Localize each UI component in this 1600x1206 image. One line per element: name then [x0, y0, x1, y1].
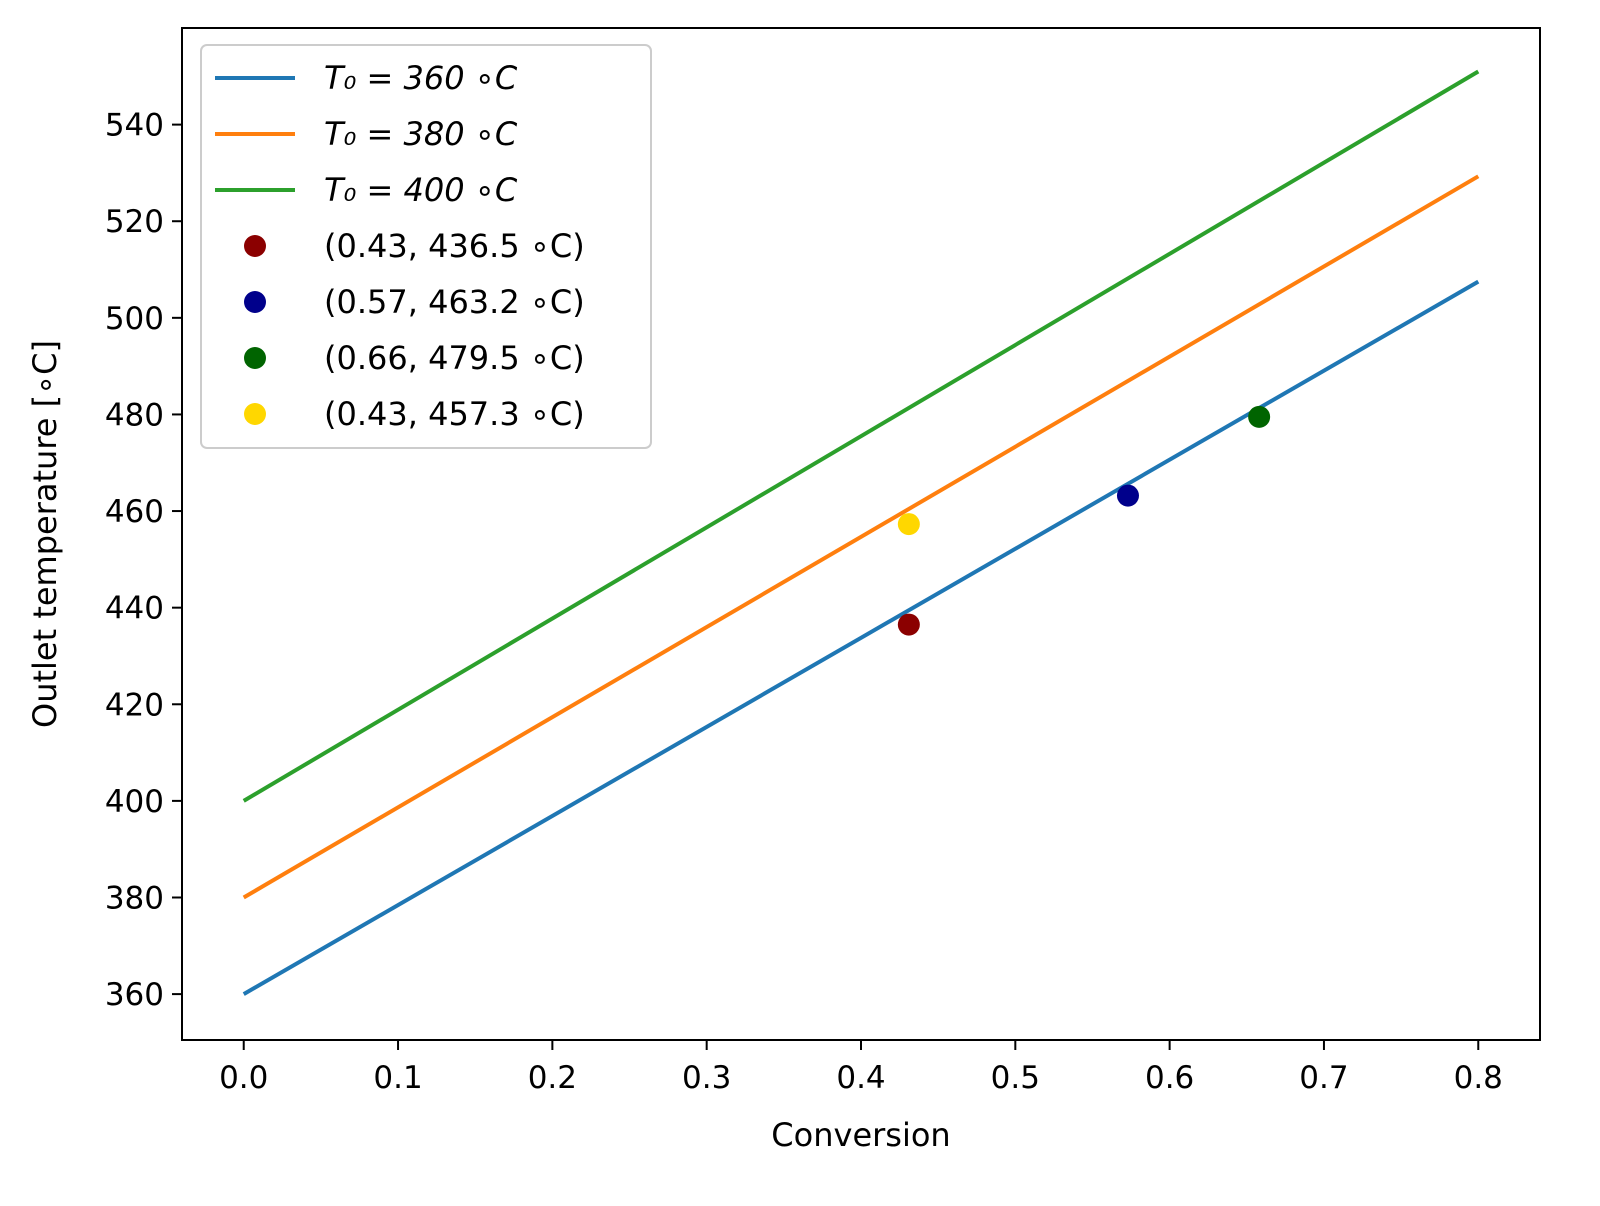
legend: T₀ = 360 ∘C T₀ = 380 ∘C T₀ = 400 ∘C (0.43, …: [200, 44, 652, 449]
data-point-2: [1248, 405, 1271, 428]
y-tick-label: 500: [105, 301, 164, 337]
x-tick-label: 0.5: [991, 1060, 1040, 1096]
y-tick-label: 440: [105, 591, 164, 627]
x-tick-label: 0.1: [373, 1060, 422, 1096]
points-layer: [897, 405, 1271, 636]
y-tick-label: 520: [105, 204, 164, 240]
x-axis-label: Conversion: [771, 1116, 950, 1154]
x-tick-label: 0.8: [1454, 1060, 1503, 1096]
data-point-1: [1116, 484, 1139, 507]
y-tick-label: 460: [105, 494, 164, 530]
y-axis-ticks: 360 380 400 420 440 460 480 500 520 540: [105, 108, 182, 1013]
y-tick-label: 360: [105, 977, 164, 1013]
x-axis-ticks: 0.0 0.1 0.2 0.3 0.4 0.5 0.6 0.7 0.8: [219, 1040, 1503, 1096]
legend-marker-swatch: [244, 403, 266, 425]
legend-marker-swatch: [244, 235, 266, 257]
x-tick-label: 0.4: [836, 1060, 885, 1096]
series-line-2: [242, 69, 1480, 803]
series-line-1: [242, 174, 1480, 900]
x-tick-label: 0.2: [528, 1060, 577, 1096]
x-tick-label: 0.7: [1299, 1060, 1348, 1096]
legend-entry-label: (0.57, 463.2 ∘C): [324, 283, 585, 321]
legend-entry-label: (0.43, 457.3 ∘C): [324, 395, 585, 433]
legend-entry-label: T₀ = 360 ∘C: [324, 59, 518, 97]
data-point-3: [897, 513, 920, 536]
series-line-0: [242, 279, 1480, 996]
legend-entry-label: T₀ = 380 ∘C: [324, 115, 518, 153]
legend-entry-label: (0.66, 479.5 ∘C): [324, 339, 585, 377]
x-tick-label: 0.6: [1145, 1060, 1194, 1096]
y-tick-label: 400: [105, 784, 164, 820]
x-tick-label: 0.3: [682, 1060, 731, 1096]
legend-entry-label: T₀ = 400 ∘C: [324, 171, 518, 209]
series-layer: [242, 69, 1480, 996]
legend-entry-label: (0.43, 436.5 ∘C): [324, 227, 585, 265]
y-axis-label: Outlet temperature [∘C]: [26, 340, 64, 728]
legend-marker-swatch: [244, 291, 266, 313]
x-tick-label: 0.0: [219, 1060, 268, 1096]
data-point-0: [897, 613, 920, 636]
legend-box: [200, 44, 652, 449]
y-tick-label: 540: [105, 108, 164, 144]
y-tick-label: 380: [105, 880, 164, 916]
y-tick-label: 420: [105, 687, 164, 723]
y-tick-label: 480: [105, 397, 164, 433]
legend-marker-swatch: [244, 347, 266, 369]
